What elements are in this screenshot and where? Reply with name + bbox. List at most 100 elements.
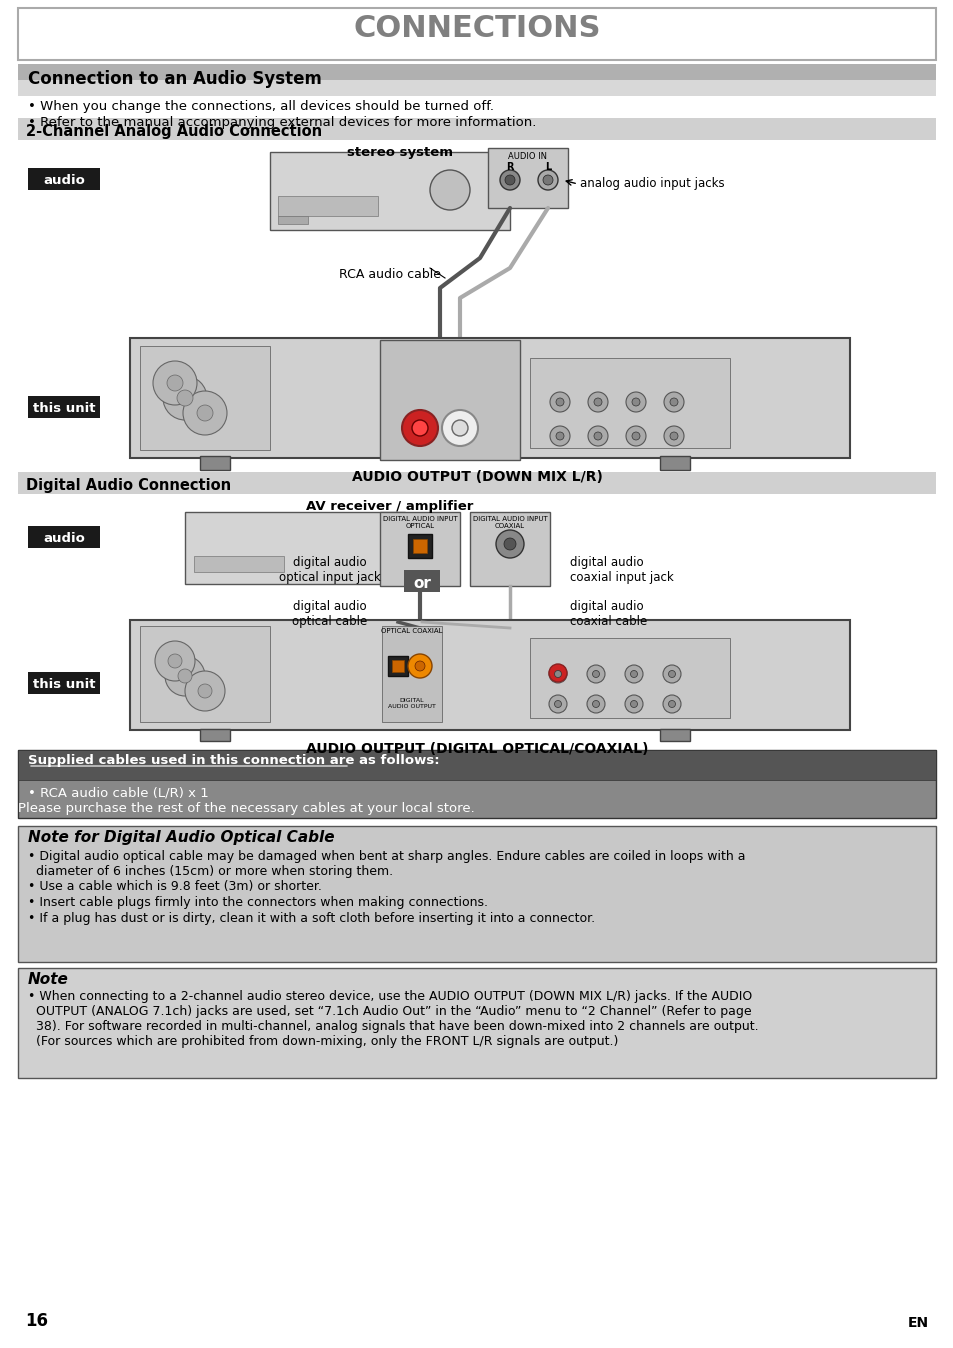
Bar	[530, 638, 729, 718]
Text: AUDIO IN: AUDIO IN	[508, 152, 547, 160]
Circle shape	[669, 431, 678, 439]
Text: analog audio input jacks: analog audio input jacks	[579, 178, 724, 190]
Circle shape	[548, 665, 566, 683]
Bar	[488, 148, 567, 208]
Circle shape	[163, 376, 207, 421]
Text: digital audio
optical cable: digital audio optical cable	[292, 600, 367, 628]
Circle shape	[548, 665, 566, 682]
Bar	[659, 729, 689, 741]
Text: • Insert cable plugs firmly into the connectors when making connections.: • Insert cable plugs firmly into the con…	[28, 896, 488, 909]
Text: Supplied cables used in this connection are as follows:: Supplied cables used in this connection …	[28, 754, 439, 767]
Bar	[470, 512, 550, 586]
Bar	[200, 729, 230, 741]
Text: or: or	[413, 576, 431, 590]
Circle shape	[430, 170, 470, 210]
Circle shape	[631, 431, 639, 439]
Text: stereo system: stereo system	[347, 146, 453, 159]
Circle shape	[168, 654, 182, 669]
Bar	[28, 396, 100, 418]
Circle shape	[408, 654, 432, 678]
Circle shape	[441, 410, 477, 446]
Bar	[277, 195, 377, 216]
Bar	[659, 456, 689, 470]
Bar	[18, 749, 935, 780]
Circle shape	[662, 696, 680, 713]
Circle shape	[554, 670, 561, 678]
Bar	[130, 620, 849, 731]
Circle shape	[554, 701, 561, 708]
Circle shape	[669, 398, 678, 406]
Text: • Use a cable which is 9.8 feet (3m) or shorter.: • Use a cable which is 9.8 feet (3m) or …	[28, 880, 321, 892]
Bar	[403, 570, 439, 592]
Circle shape	[556, 398, 563, 406]
Circle shape	[412, 421, 428, 435]
Circle shape	[630, 701, 637, 708]
Bar	[18, 80, 935, 96]
Circle shape	[415, 661, 424, 671]
Circle shape	[594, 398, 601, 406]
Circle shape	[550, 392, 569, 412]
Circle shape	[586, 665, 604, 683]
Bar	[18, 472, 935, 493]
Text: • When connecting to a 2-channel audio stereo device, use the AUDIO OUTPUT (DOWN: • When connecting to a 2-channel audio s…	[28, 989, 758, 1047]
Text: audio: audio	[43, 532, 85, 545]
Circle shape	[624, 665, 642, 683]
Circle shape	[592, 701, 598, 708]
Circle shape	[663, 426, 683, 446]
Text: R: R	[506, 162, 514, 173]
Circle shape	[178, 669, 192, 683]
Circle shape	[631, 398, 639, 406]
Circle shape	[663, 392, 683, 412]
Circle shape	[183, 391, 227, 435]
Circle shape	[587, 426, 607, 446]
Circle shape	[504, 175, 515, 185]
Circle shape	[165, 656, 205, 696]
Bar	[277, 216, 308, 224]
Text: Connection to an Audio System: Connection to an Audio System	[28, 70, 321, 88]
Text: 16: 16	[25, 1312, 48, 1330]
Circle shape	[154, 642, 194, 681]
Bar	[200, 456, 230, 470]
Circle shape	[625, 426, 645, 446]
Circle shape	[452, 421, 468, 435]
Text: DIGITAL AUDIO INPUT
COAXIAL: DIGITAL AUDIO INPUT COAXIAL	[472, 516, 547, 528]
Bar	[28, 673, 100, 694]
Text: Note: Note	[28, 972, 69, 987]
Circle shape	[401, 410, 437, 446]
Circle shape	[198, 683, 212, 698]
Circle shape	[499, 170, 519, 190]
Circle shape	[668, 670, 675, 678]
Circle shape	[177, 390, 193, 406]
Text: • If a plug has dust or is dirty, clean it with a soft cloth before inserting it: • If a plug has dust or is dirty, clean …	[28, 913, 595, 925]
Text: AUDIO OUTPUT (DIGITAL OPTICAL/COAXIAL): AUDIO OUTPUT (DIGITAL OPTICAL/COAXIAL)	[305, 741, 648, 756]
Bar	[18, 119, 935, 140]
Bar	[18, 749, 935, 818]
Text: AV receiver / amplifier: AV receiver / amplifier	[306, 500, 474, 514]
Bar	[193, 555, 284, 572]
Text: RCA audio cable: RCA audio cable	[338, 268, 440, 280]
Text: digital audio
coaxial cable: digital audio coaxial cable	[569, 600, 646, 628]
Text: Note for Digital Audio Optical Cable: Note for Digital Audio Optical Cable	[28, 830, 335, 845]
Text: • When you change the connections, all devices should be turned off.: • When you change the connections, all d…	[28, 100, 494, 113]
Bar	[18, 8, 935, 61]
Bar	[530, 359, 729, 448]
Circle shape	[586, 696, 604, 713]
Circle shape	[594, 431, 601, 439]
Circle shape	[548, 696, 566, 713]
Bar	[28, 526, 100, 549]
Text: AUDIO OUTPUT (DOWN MIX L/R): AUDIO OUTPUT (DOWN MIX L/R)	[352, 470, 601, 484]
Bar	[408, 534, 432, 558]
Circle shape	[542, 175, 553, 185]
Bar	[140, 346, 270, 450]
Circle shape	[592, 670, 598, 678]
Text: Digital Audio Connection: Digital Audio Connection	[26, 479, 231, 493]
Circle shape	[503, 538, 516, 550]
Text: • Digital audio optical cable may be damaged when bent at sharp angles. Endure c: • Digital audio optical cable may be dam…	[28, 851, 744, 878]
Circle shape	[668, 701, 675, 708]
Text: L: L	[544, 162, 551, 173]
Bar	[392, 661, 403, 673]
Circle shape	[185, 671, 225, 710]
Text: this unit: this unit	[32, 402, 95, 415]
Bar	[140, 625, 270, 723]
Text: EN: EN	[907, 1316, 928, 1330]
